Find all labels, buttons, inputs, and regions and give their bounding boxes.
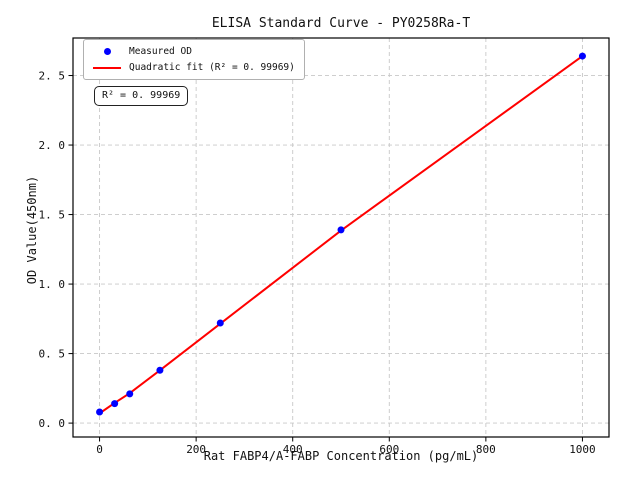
x-tick-label: 0 [96,443,103,456]
y-tick-label: 1. 0 [39,278,66,291]
y-axis-label: OD Value(450nm) [25,175,39,285]
legend-label-quadratic-fit: Quadratic fit (R² = 0. 99969) [129,62,295,73]
legend-symbol-cell [93,48,121,55]
x-tick-label: 200 [186,443,206,456]
scatter-point-icon [103,48,111,55]
legend-label-measured-od: Measured OD [129,46,192,57]
legend-item-quadratic-fit: Quadratic fit (R² = 0. 99969) [93,62,295,73]
y-tick-label: 2. 5 [39,70,66,83]
fit-line [98,55,584,415]
data-point-marker [96,408,104,416]
x-tick-label: 400 [283,443,303,456]
y-tick-label: 0. 5 [39,348,66,361]
x-tick-label: 600 [379,443,399,456]
y-tick-label: 0. 0 [39,417,66,430]
data-point-marker [156,366,164,374]
y-tick-label: 2. 0 [39,139,66,152]
data-point-marker [126,390,134,398]
plot-border [72,37,610,438]
legend-symbol-cell [93,66,121,69]
data-point-marker [216,319,224,327]
data-point-marker [578,52,586,60]
x-axis-label: Rat FABP4/A-FABP Concentration (pg/mL) [203,449,479,463]
y-tick-label: 1. 5 [39,209,66,222]
fit-line-icon [93,66,121,69]
x-tick-label: 1000 [569,443,596,456]
r-squared-annotation: R² = 0. 99969 [94,86,189,106]
legend: Measured OD Quadratic fit (R² = 0. 99969… [83,39,305,80]
chart-title: ELISA Standard Curve - PY0258Ra-T [211,16,471,31]
legend-item-measured-od: Measured OD [93,46,295,57]
data-point-marker [111,400,119,408]
x-tick-label: 800 [476,443,496,456]
data-point-marker [337,226,345,234]
